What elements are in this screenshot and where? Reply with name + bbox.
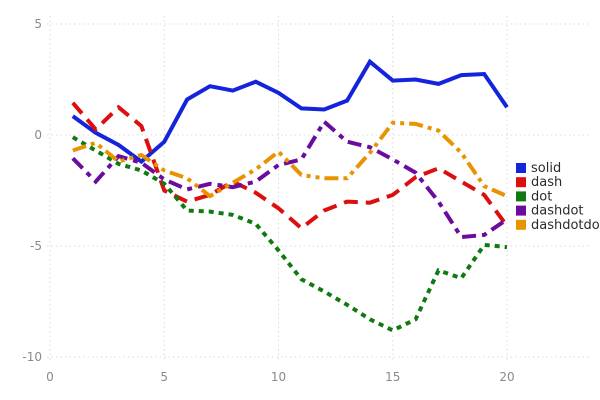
- y-tick-label: -5: [30, 239, 42, 253]
- series-line-solid: [71, 58, 509, 165]
- legend-item-dot: dot: [516, 189, 552, 204]
- legend-item-dash: dash: [516, 175, 562, 190]
- y-tick-label: -10: [22, 350, 42, 364]
- series-line-dashdotdot: [72, 120, 508, 199]
- x-tick-label: 0: [46, 370, 54, 384]
- legend-swatch-dot: [516, 191, 526, 202]
- legend-label-solid: solid: [531, 161, 561, 176]
- legend-swatch-dash: [516, 177, 526, 188]
- x-tick-label: 5: [160, 370, 168, 384]
- legend-swatch-dashdot: [516, 205, 526, 216]
- y-tick-label: 5: [34, 17, 42, 31]
- series-line-dashdot: [71, 118, 509, 240]
- legend-label-dashdot: dashdot: [531, 204, 584, 219]
- legend-label-dashdotdot: dashdotdot: [531, 218, 600, 233]
- legend-item-dashdotdot: dashdotdot: [516, 218, 600, 233]
- legend-item-solid: solid: [516, 161, 561, 176]
- gridlines: [47, 16, 591, 362]
- legend-swatch-solid: [516, 163, 526, 173]
- legend-item-dashdot: dashdot: [516, 204, 584, 219]
- x-tick-label: 10: [271, 370, 286, 384]
- series-lines: [71, 58, 509, 333]
- legend-label-dot: dot: [531, 189, 552, 204]
- x-tick-label: 20: [499, 370, 514, 384]
- y-tick-label: 0: [34, 128, 42, 142]
- x-tick-label: 15: [385, 370, 400, 384]
- series-line-dot: [71, 135, 508, 333]
- series-line-dash: [71, 101, 509, 231]
- legend-label-dash: dash: [531, 175, 562, 190]
- legend-swatch-dashdotdot: [516, 219, 526, 230]
- axis-tick-labels: 5 0 -5 -10 0 5 10 15 20: [22, 17, 514, 384]
